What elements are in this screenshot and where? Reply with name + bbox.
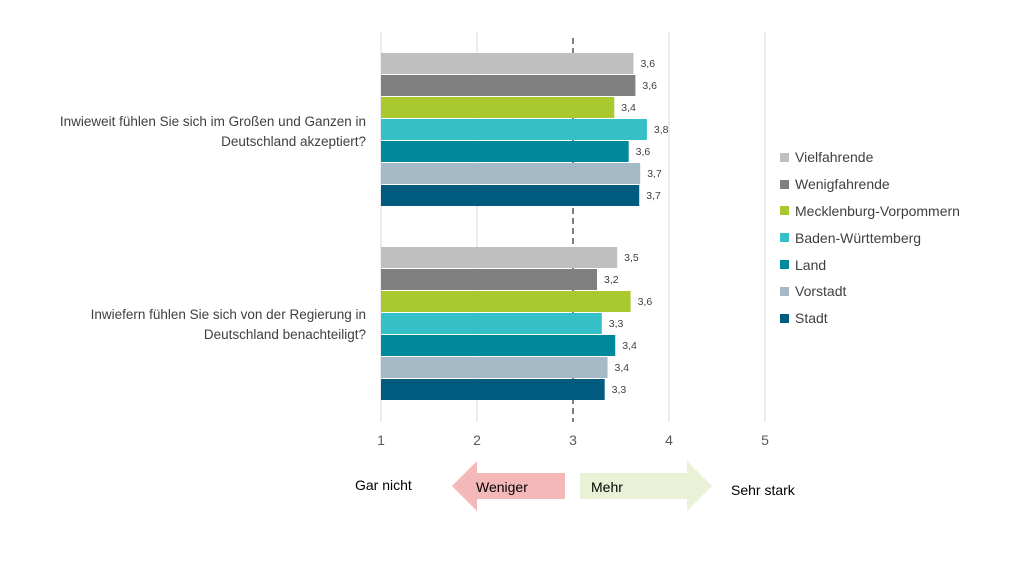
- legend-swatch: [780, 179, 789, 189]
- bar: [381, 379, 605, 400]
- legend-item: Land: [780, 251, 960, 278]
- x-tick-label: 2: [473, 432, 481, 448]
- bar: [381, 357, 608, 378]
- data-label: 3,6: [638, 296, 653, 308]
- bar: [381, 75, 636, 96]
- bar: [381, 335, 616, 356]
- data-labels: 3,63,63,43,83,63,73,73,53,23,63,33,43,43…: [604, 58, 669, 396]
- data-label: 3,4: [621, 102, 636, 114]
- data-label: 3,6: [640, 58, 655, 70]
- legend-swatch: [780, 313, 789, 323]
- scale-left-label: Gar nicht: [355, 477, 412, 493]
- legend-label: Land: [795, 256, 827, 273]
- legend-label: Wenigfahrende: [795, 176, 890, 193]
- bar: [381, 313, 602, 334]
- bar: [381, 141, 629, 162]
- data-label: 3,5: [624, 252, 639, 264]
- bar: [381, 247, 618, 268]
- data-label: 3,6: [636, 146, 651, 158]
- legend-label: Stadt: [795, 310, 828, 327]
- right-arrow: [580, 461, 712, 511]
- legend-label: Baden-Württemberg: [795, 229, 922, 246]
- data-label: 3,2: [604, 274, 619, 286]
- data-label: 3,4: [622, 340, 637, 352]
- legend-item: Stadt: [780, 305, 960, 332]
- bar: [381, 119, 647, 140]
- legend-label: Vorstadt: [795, 283, 847, 300]
- legend-swatch: [780, 233, 789, 243]
- legend-item: Baden-Württemberg: [780, 224, 960, 251]
- data-label: 3,3: [609, 318, 624, 330]
- legend-swatch: [780, 286, 789, 296]
- x-tick-label: 4: [665, 432, 673, 448]
- bar: [381, 53, 634, 74]
- bar: [381, 291, 631, 312]
- data-label: 3,8: [654, 124, 669, 136]
- bar: [381, 163, 641, 184]
- left-arrow: [452, 461, 565, 511]
- legend-label: Mecklenburg-Vorpommern: [795, 202, 960, 219]
- category-label-accepted: Inwieweit fühlen Sie sich im Großen und …: [59, 114, 366, 149]
- chart-legend: Vielfahrende Wenigfahrende Mecklenburg-Vor…: [780, 144, 960, 332]
- legend-swatch: [780, 206, 789, 216]
- x-tick-label: 3: [569, 432, 577, 448]
- data-label: 3,4: [615, 362, 630, 374]
- x-tick-label: 5: [761, 432, 769, 448]
- bar: [381, 269, 597, 290]
- category-label-disadvantaged: Inwiefern fühlen Sie sich von der Regier…: [90, 307, 366, 342]
- chart-bars: [381, 53, 647, 400]
- data-label: 3,6: [642, 80, 657, 92]
- legend-item: Vielfahrende: [780, 144, 960, 171]
- data-label: 3,7: [646, 190, 661, 202]
- data-label: 3,7: [647, 168, 662, 180]
- legend-item: Vorstadt: [780, 278, 960, 305]
- scale-arrows: [452, 461, 712, 511]
- legend-swatch: [780, 260, 789, 270]
- legend-item: Mecklenburg-Vorpommern: [780, 198, 960, 225]
- x-axis-ticks: 1 2 3 4 5: [377, 432, 769, 448]
- legend-swatch: [780, 152, 789, 162]
- bar: [381, 97, 615, 118]
- x-tick-label: 1: [377, 432, 385, 448]
- less-arrow-label: Weniger: [476, 479, 528, 495]
- scale-right-label: Sehr stark: [731, 482, 795, 498]
- legend-label: Vielfahrende: [795, 149, 874, 166]
- bar: [381, 185, 640, 206]
- data-label: 3,3: [612, 384, 627, 396]
- more-arrow-label: Mehr: [591, 479, 623, 495]
- legend-item: Wenigfahrende: [780, 171, 960, 198]
